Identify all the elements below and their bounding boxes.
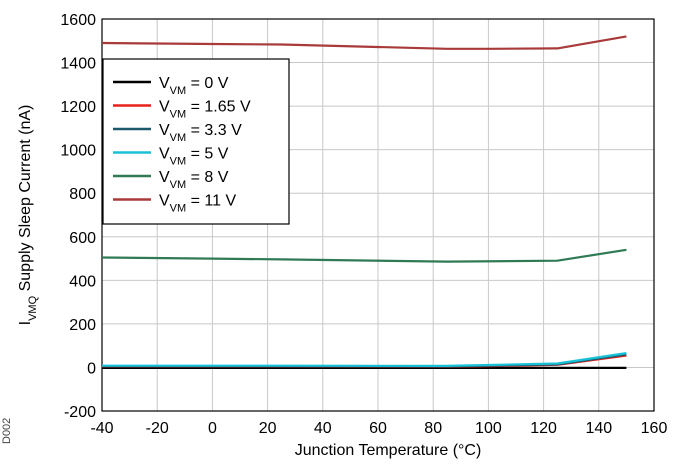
figure-tag: D002	[1, 418, 13, 444]
x-tick-label: 60	[369, 420, 387, 437]
x-tick-label: -40	[90, 420, 113, 437]
y-tick-label: -200	[64, 404, 96, 421]
y-tick-label: 600	[69, 230, 96, 247]
x-tick-label: 120	[530, 420, 557, 437]
x-tick-label: 160	[641, 420, 668, 437]
x-axis-label: Junction Temperature (°C)	[295, 442, 482, 459]
x-tick-label: -20	[146, 420, 169, 437]
y-tick-label: 400	[69, 273, 96, 290]
x-tick-label: 140	[585, 420, 612, 437]
y-tick-label: 1400	[60, 56, 96, 73]
y-tick-label: 1200	[60, 99, 96, 116]
legend-entry: VVM = 1.65 V	[159, 99, 251, 121]
legend-entry: VVM = 5 V	[159, 146, 229, 168]
x-tick-label: 100	[475, 420, 502, 437]
y-axis-label: IVMQ Supply Sleep Current (nA)	[17, 105, 39, 326]
legend-entry: VVM = 8 V	[159, 169, 229, 191]
legend-entry: VVM = 11 V	[159, 193, 236, 215]
x-tick-label: 40	[314, 420, 332, 437]
x-tick-label: 0	[208, 420, 217, 437]
series-line-5	[101, 35, 627, 50]
series-line-4	[101, 248, 627, 263]
y-tick-label: 200	[69, 317, 96, 334]
series-line-3	[102, 352, 627, 367]
x-tick-label: 20	[259, 420, 277, 437]
y-tick-label: 0	[87, 360, 96, 377]
legend-box	[102, 58, 290, 225]
y-tick-label: 1600	[60, 12, 96, 29]
legend-entry: VVM = 3.3 V	[159, 122, 242, 144]
y-tick-label: 1000	[60, 143, 96, 160]
x-tick-label: 80	[424, 420, 442, 437]
legend-entry: VVM = 0 V	[159, 75, 229, 97]
plot-frame	[101, 18, 655, 412]
y-tick-label: 800	[69, 186, 96, 203]
